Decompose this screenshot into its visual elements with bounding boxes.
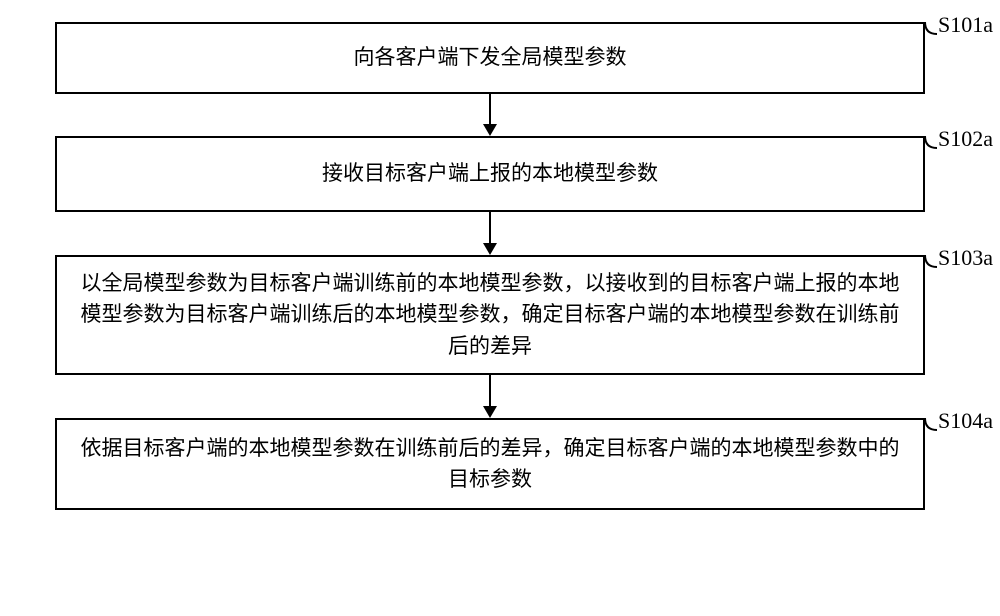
flowchart-container: 向各客户端下发全局模型参数 接收目标客户端上报的本地模型参数 以全局模型参数为目…	[55, 22, 925, 510]
step-s103a-text: 以全局模型参数为目标客户端训练前的本地模型参数，以接收到的目标客户端上报的本地模…	[77, 268, 903, 363]
arrow-2-container	[55, 212, 925, 255]
step-s102a-text: 接收目标客户端上报的本地模型参数	[322, 158, 658, 190]
step-s101a-box: 向各客户端下发全局模型参数	[55, 22, 925, 94]
step-s101a-text: 向各客户端下发全局模型参数	[354, 42, 627, 74]
step-s103a-box: 以全局模型参数为目标客户端训练前的本地模型参数，以接收到的目标客户端上报的本地模…	[55, 255, 925, 375]
step-s104a-text: 依据目标客户端的本地模型参数在训练前后的差异，确定目标客户端的本地模型参数中的目…	[77, 433, 903, 496]
arrow-1-container	[55, 94, 925, 136]
label-s101a: S101a	[938, 12, 993, 38]
label-s103a: S103a	[938, 245, 993, 271]
arrow-3-container	[55, 375, 925, 418]
arrow-down-icon	[478, 212, 502, 255]
arrow-down-icon	[478, 375, 502, 418]
label-s102a: S102a	[938, 126, 993, 152]
arrow-down-icon	[478, 94, 502, 136]
step-s102a-box: 接收目标客户端上报的本地模型参数	[55, 136, 925, 212]
step-s104a-box: 依据目标客户端的本地模型参数在训练前后的差异，确定目标客户端的本地模型参数中的目…	[55, 418, 925, 510]
label-s104a: S104a	[938, 408, 993, 434]
